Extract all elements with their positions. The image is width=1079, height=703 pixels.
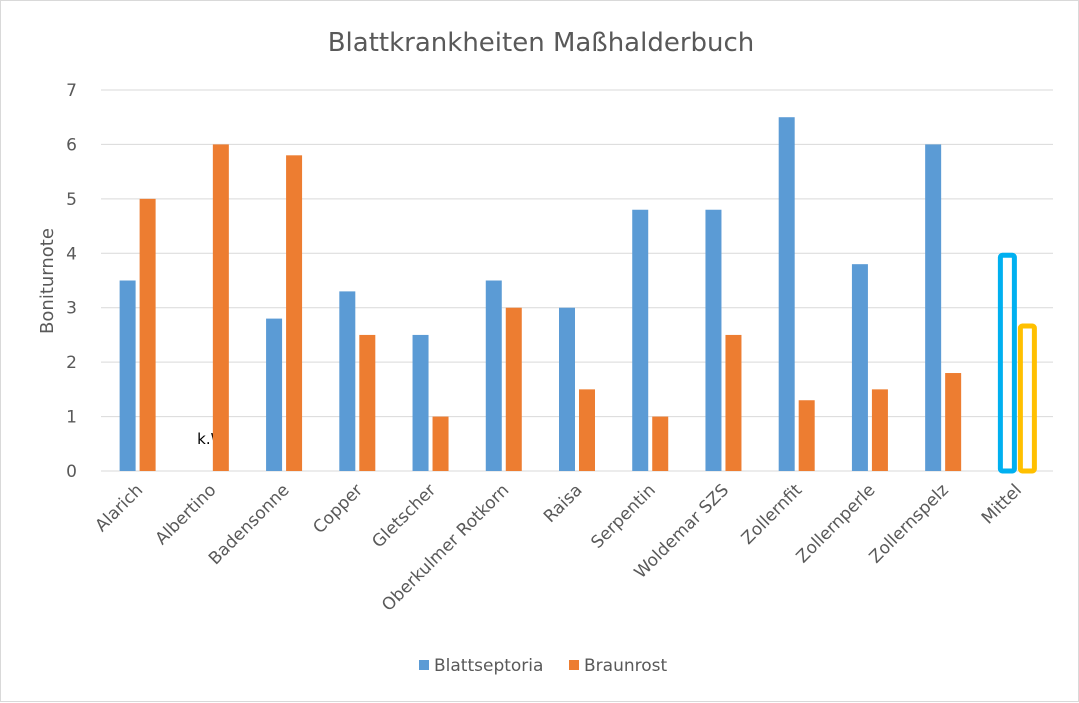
x-tick-label: Serpentin [587,480,659,552]
y-tick-label: 4 [66,244,77,264]
bar-blattseptoria-highlight [997,252,1017,474]
x-tick-label: Gletscher [368,480,440,552]
bar-blattseptoria [851,264,868,471]
bar-blattseptoria [339,291,356,471]
y-tick-label: 7 [66,81,77,101]
x-tick-label: Albertino [152,480,221,549]
bar-blattseptoria [559,307,575,471]
bar-braunrost-highlight [1017,323,1037,474]
x-tick-label: Copper [309,480,366,537]
x-tick-label: Mittel [978,480,1026,528]
bar-braunrost [286,155,303,472]
legend-swatch [419,660,429,670]
y-tick-label: 2 [66,353,77,373]
bar-braunrost [579,389,595,471]
bar-blattseptoria [485,280,502,471]
bar-blattseptoria [119,280,136,471]
y-axis-label: Boniturnote [37,228,58,334]
bar-braunrost [139,198,156,471]
bar-braunrost [505,307,522,471]
bar-blattseptoria [266,318,283,471]
y-tick-label: 1 [66,408,77,428]
bar-blattseptoria [778,117,795,471]
x-tick-label: Zollernspelz [866,480,953,567]
bar-blattseptoria [412,334,429,471]
y-tick-label: 3 [66,299,77,319]
legend-label: Braunrost [584,656,667,676]
x-tick-label: Zollernfit [738,480,807,549]
bar-braunrost [945,373,962,471]
legend-label: Blattseptoria [434,656,543,676]
bar-braunrost [871,389,888,471]
chart-title: Blattkrankheiten Maßhalderbuch [328,28,755,58]
bar-braunrost [652,416,669,471]
bar-braunrost [798,400,815,471]
bar-braunrost [432,416,449,471]
bar-blattseptoria [925,144,942,471]
x-tick-label: Oberkulmer Rotkorn [378,480,513,615]
bar-braunrost [359,334,376,471]
bar-blattseptoria [705,209,722,471]
x-tick-label: Raisa [540,480,587,527]
y-tick-label: 6 [66,135,77,155]
bar-blattseptoria [632,209,649,471]
y-tick-label: 0 [66,462,77,482]
x-tick-label: Alarich [92,480,148,536]
legend-swatch [569,660,579,670]
bar-braunrost [725,334,742,471]
y-tick-label: 5 [66,190,77,210]
bar-braunrost [212,144,229,471]
